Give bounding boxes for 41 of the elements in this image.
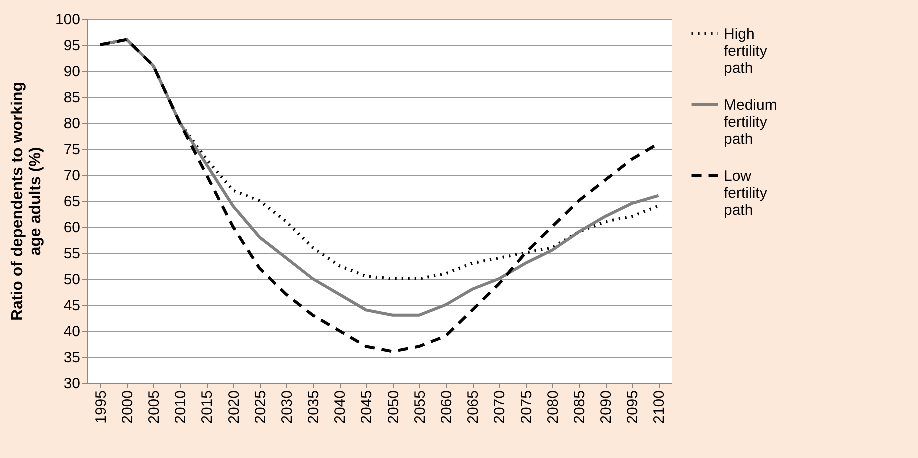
x-tick-label: 1995 [92, 390, 110, 424]
x-tick-label: 2050 [385, 390, 402, 424]
x-tick-label: 2035 [306, 390, 323, 424]
legend-label: High fertility path [724, 26, 768, 77]
y-tick-label: 60 [64, 220, 80, 236]
x-tick-label: 2010 [172, 390, 190, 424]
x-tick-label: 2075 [518, 390, 536, 424]
y-tick-label: 50 [64, 272, 80, 288]
legend-label: Medium fertility path [724, 97, 778, 148]
y-tick-label: 65 [64, 194, 80, 210]
y-tick-label: 75 [64, 142, 80, 158]
x-tick-label: 2060 [438, 390, 456, 424]
y-tick-label: 45 [64, 298, 80, 314]
y-tick-label: 100 [55, 12, 80, 28]
x-tick-label: 2095 [624, 390, 642, 424]
x-tick-label: 2000 [119, 390, 136, 424]
x-tick-label: 2065 [465, 390, 482, 424]
legend-label: Low fertility path [724, 168, 768, 219]
x-tick-label: 2055 [412, 390, 429, 424]
x-tick-label: 2025 [252, 390, 270, 424]
y-tick-label: 70 [64, 168, 80, 184]
x-tick-label: 2040 [332, 390, 350, 424]
x-tick-label: 2045 [358, 390, 376, 424]
y-tick-label: 40 [64, 324, 80, 340]
x-tick-label: 2090 [598, 390, 616, 424]
x-tick-label: 2030 [278, 390, 296, 424]
y-tick-label: 30 [64, 376, 80, 392]
y-tick-label: 90 [64, 64, 80, 80]
y-tick-label: 85 [64, 90, 80, 106]
y-tick-label: 55 [64, 246, 80, 262]
x-tick-label: 2020 [226, 390, 243, 424]
y-tick-label: 80 [64, 116, 80, 132]
x-tick-label: 2015 [199, 390, 216, 424]
y-tick-label: 95 [64, 38, 80, 54]
x-tick-label: 2080 [544, 390, 562, 424]
x-tick-label: 2005 [146, 390, 163, 424]
x-tick-label: 2085 [571, 390, 588, 424]
x-tick-label: 2100 [651, 390, 668, 424]
x-tick-label: 2070 [492, 390, 509, 424]
y-tick-label: 35 [64, 350, 80, 366]
y-axis-title: Ratio of dependents to working age adults (%) [9, 82, 44, 322]
